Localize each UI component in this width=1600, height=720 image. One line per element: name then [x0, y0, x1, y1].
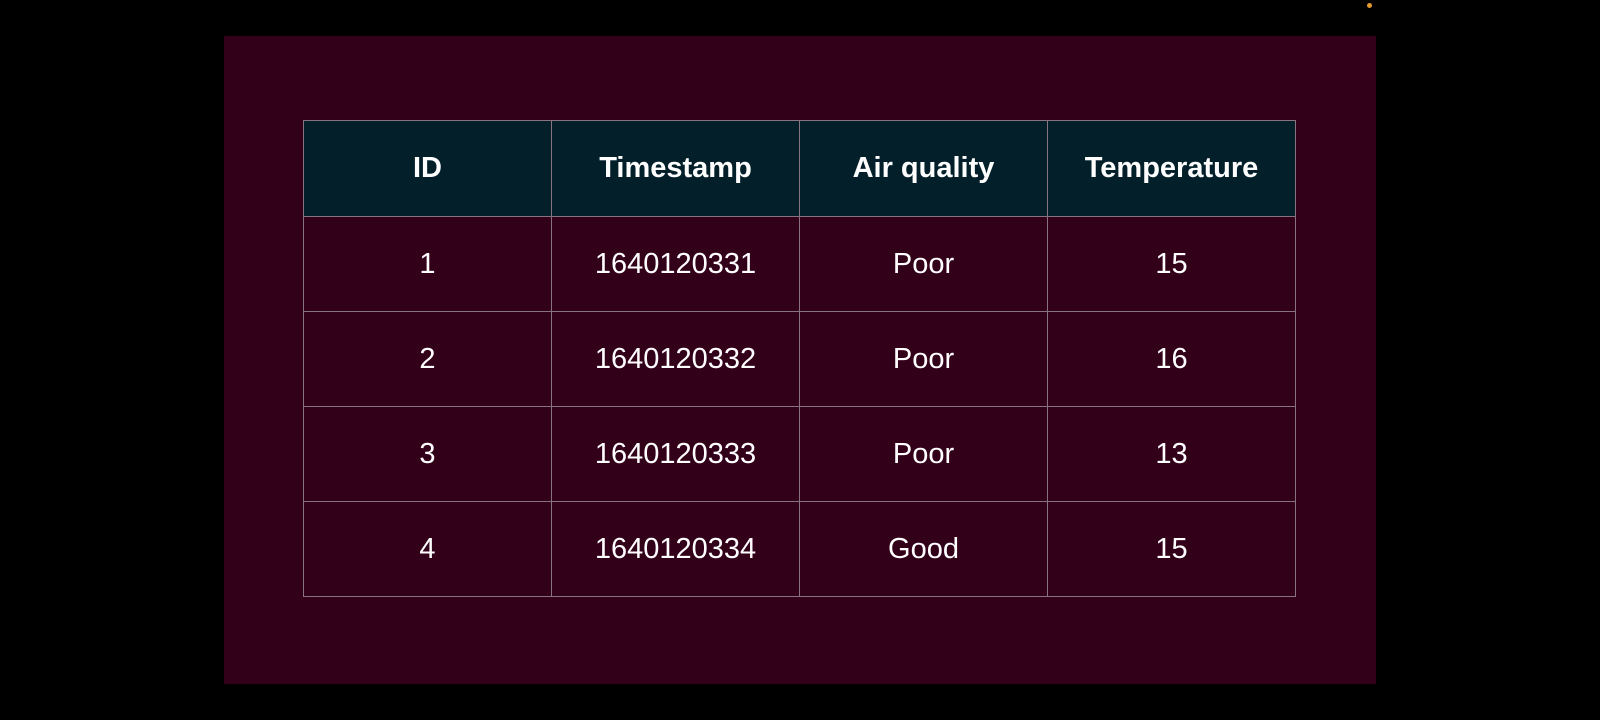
cell-air-quality: Poor [799, 216, 1048, 312]
cell-id: 3 [303, 406, 552, 502]
cell-air-quality: Good [799, 501, 1048, 597]
column-header-temperature: Temperature [1047, 120, 1296, 217]
cell-timestamp: 1640120332 [551, 311, 800, 407]
cell-temperature: 13 [1047, 406, 1296, 502]
cell-timestamp: 1640120331 [551, 216, 800, 312]
cell-air-quality: Poor [799, 311, 1048, 407]
table-row: 1 1640120331 Poor 15 [303, 216, 1296, 312]
sensor-data-table: ID Timestamp Air quality Temperature 1 1… [303, 120, 1296, 597]
cell-air-quality: Poor [799, 406, 1048, 502]
recording-indicator-dot [1367, 3, 1372, 8]
table-row: 2 1640120332 Poor 16 [303, 311, 1296, 407]
cell-temperature: 15 [1047, 501, 1296, 597]
cell-temperature: 15 [1047, 216, 1296, 312]
column-header-air-quality: Air quality [799, 120, 1048, 217]
cell-id: 4 [303, 501, 552, 597]
cell-id: 1 [303, 216, 552, 312]
table-row: 4 1640120334 Good 15 [303, 501, 1296, 597]
cell-temperature: 16 [1047, 311, 1296, 407]
cell-timestamp: 1640120334 [551, 501, 800, 597]
cell-id: 2 [303, 311, 552, 407]
column-header-id: ID [303, 120, 552, 217]
cell-timestamp: 1640120333 [551, 406, 800, 502]
table-row: 3 1640120333 Poor 13 [303, 406, 1296, 502]
slide: ID Timestamp Air quality Temperature 1 1… [224, 36, 1376, 684]
column-header-timestamp: Timestamp [551, 120, 800, 217]
table-header-row: ID Timestamp Air quality Temperature [303, 120, 1296, 217]
